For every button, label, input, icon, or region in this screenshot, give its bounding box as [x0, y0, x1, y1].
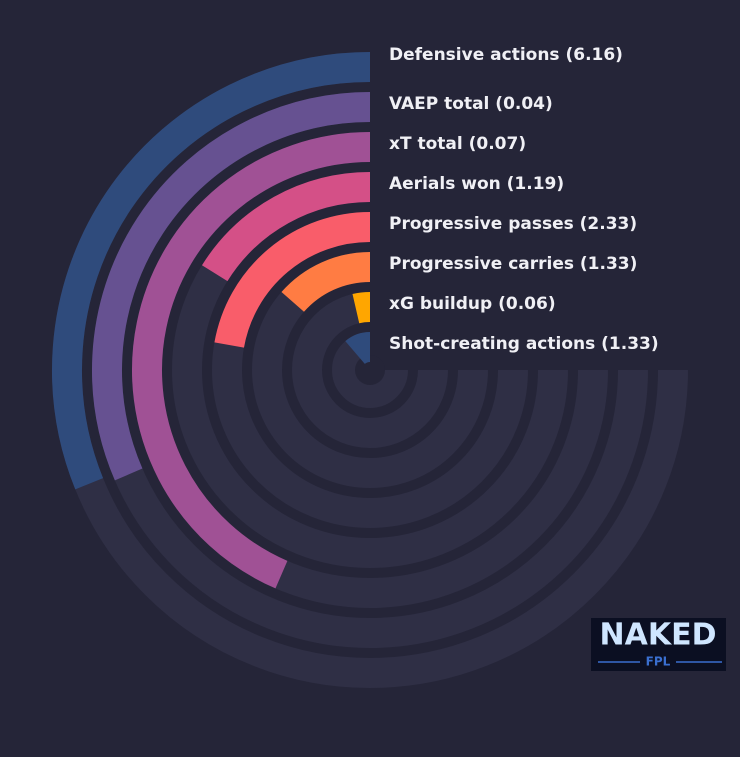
bar — [201, 172, 371, 282]
bar-label: xT total (0.07) — [389, 134, 526, 154]
bar — [132, 132, 371, 589]
bar-label: Progressive passes (2.33) — [389, 214, 637, 234]
bar — [52, 52, 371, 490]
bar — [92, 92, 371, 481]
bar-label: xG buildup (0.06) — [389, 294, 556, 314]
bar — [345, 332, 372, 365]
logo: NAKED FPL — [591, 618, 726, 671]
bar-label: Shot-creating actions (1.33) — [389, 334, 659, 354]
logo-title: NAKED — [600, 618, 717, 653]
bar — [214, 212, 371, 348]
center-hole — [355, 355, 385, 385]
track — [292, 292, 448, 448]
bar-label: Aerials won (1.19) — [389, 174, 564, 194]
logo-subtitle: FPL — [646, 655, 671, 669]
bar — [352, 292, 371, 324]
bar — [281, 252, 371, 313]
bar-label: VAEP total (0.04) — [389, 94, 553, 114]
bar-label: Progressive carries (1.33) — [389, 254, 637, 274]
bar-label: Defensive actions (6.16) — [389, 45, 623, 65]
